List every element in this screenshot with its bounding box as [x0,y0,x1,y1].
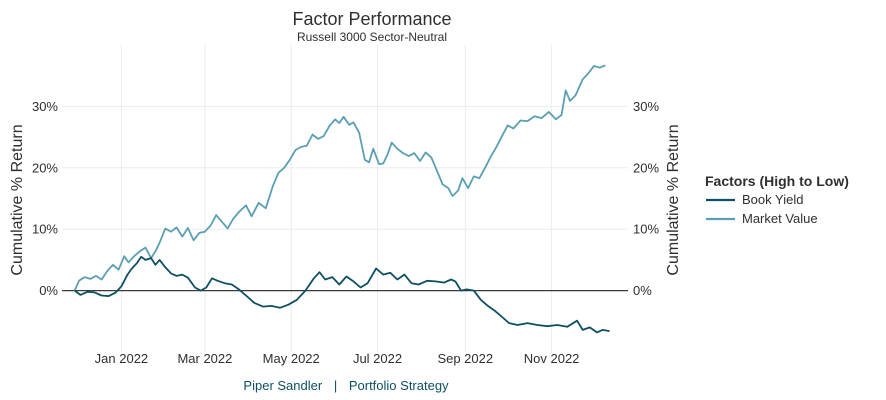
y-axis-left-title: Cumulative % Return [9,124,26,275]
x-tick-label: Nov 2022 [524,351,580,366]
y-axis-left-ticks: 0% 10% 20% 30% [32,99,58,298]
grid-lines [62,45,628,352]
legend-label-market-value: Market Value [742,211,818,226]
y-tick-label-right: 10% [633,222,659,237]
chart-subtitle: Russell 3000 Sector-Neutral [297,30,447,44]
series-line-market-value [73,64,606,291]
footer-left: Piper Sandler [243,378,322,393]
y-axis-right-ticks: 0% 10% 20% 30% [633,99,659,298]
x-tick-label: Jul 2022 [353,351,402,366]
x-tick-label: May 2022 [263,351,320,366]
y-tick-label-left: 10% [32,222,58,237]
footer-right: Portfolio Strategy [349,378,449,393]
y-axis-right-title: Cumulative % Return [665,124,682,275]
y-tick-label-left: 20% [32,160,58,175]
y-tick-label-left: 0% [39,283,58,298]
series-line-book-yield [74,255,610,334]
legend-item-book-yield[interactable]: Book Yield [706,192,803,207]
series-lines [73,64,610,334]
y-tick-label-right: 0% [633,283,652,298]
x-axis-ticks: Jan 2022 Mar 2022 May 2022 Jul 2022 Sep 2022… [95,351,580,366]
footer-separator: | [334,378,337,393]
legend-label-book-yield: Book Yield [742,192,803,207]
y-tick-label-left: 30% [32,99,58,114]
legend: Factors (High to Low) Book Yield Market … [705,173,849,226]
y-tick-label-right: 30% [633,99,659,114]
legend-item-market-value[interactable]: Market Value [706,211,818,226]
legend-title: Factors (High to Low) [705,173,849,189]
x-tick-label: Sep 2022 [437,351,493,366]
x-tick-label: Mar 2022 [177,351,232,366]
footer-text: Piper Sandler | Portfolio Strategy [243,378,449,393]
y-tick-label-right: 20% [633,160,659,175]
footer-credit: Piper Sandler | Portfolio Strategy [243,378,449,393]
x-tick-label: Jan 2022 [95,351,149,366]
chart-title: Factor Performance [292,9,451,29]
